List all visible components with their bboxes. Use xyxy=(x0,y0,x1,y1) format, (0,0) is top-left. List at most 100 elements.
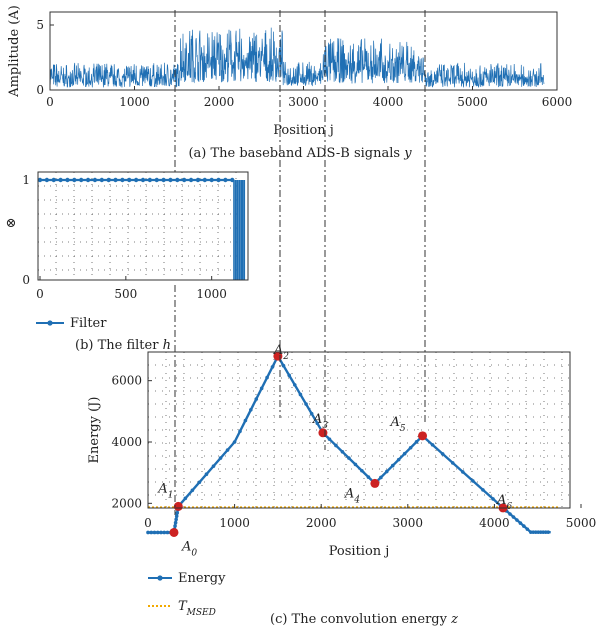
filter-marker xyxy=(72,177,77,183)
energy-marker xyxy=(460,470,465,474)
y-tick-label: 1 xyxy=(22,173,30,187)
caption-a: (a) The baseband ADS-B signals y xyxy=(188,146,412,161)
filter-marker xyxy=(223,177,228,183)
legend-marker xyxy=(157,575,163,581)
x-tick-label: 1000 xyxy=(119,95,150,109)
filter-marker xyxy=(92,177,98,183)
caption-a-var: y xyxy=(403,146,412,161)
filter-marker xyxy=(120,177,125,183)
energy-marker xyxy=(146,530,150,535)
energy-marker xyxy=(175,511,180,515)
energy-marker xyxy=(531,530,536,534)
energy-marker xyxy=(152,530,157,535)
energy-marker xyxy=(197,480,202,485)
energy-marker xyxy=(347,456,351,460)
energy-marker xyxy=(298,392,303,397)
energy-marker xyxy=(265,375,269,380)
energy-marker xyxy=(440,452,445,456)
y-tick-label: 6000 xyxy=(111,374,142,388)
energy-marker xyxy=(211,464,216,468)
y-tick-label: 4000 xyxy=(111,435,142,449)
filter-marker xyxy=(216,177,221,183)
energy-marker xyxy=(334,443,338,448)
alignment-lines xyxy=(174,10,426,515)
x-axis-label: Position j xyxy=(273,123,334,138)
signal-panel: 0 1000 2000 3000 4000 5000 6000 0 5 Position j Amp… xyxy=(7,5,572,161)
energy-marker xyxy=(190,488,195,493)
caption-b: (b) The filter h xyxy=(75,338,171,353)
y-axis-label: ⊗ xyxy=(6,216,17,231)
x-tick-label: 4000 xyxy=(373,95,404,109)
filter-panel: 0 500 1000 0 1 ⊗ Filter (b) The filter h xyxy=(6,171,249,353)
energy-marker xyxy=(366,475,371,479)
point-label: A4 xyxy=(344,486,360,505)
y-tick-label: 2000 xyxy=(111,496,142,510)
x-axis-label: Position j xyxy=(329,544,390,559)
x-tick-label: 0 xyxy=(144,516,152,530)
energy-marker xyxy=(408,445,413,450)
filter-marker xyxy=(209,177,214,183)
energy-marker xyxy=(528,530,533,534)
energy-marker xyxy=(183,496,188,501)
energy-marker xyxy=(491,497,495,501)
energy-marker xyxy=(481,488,485,492)
plot-frame xyxy=(37,171,249,281)
y-tick-label: 0 xyxy=(22,273,30,287)
energy-marker xyxy=(155,530,160,535)
energy-marker xyxy=(538,530,543,534)
y-tick-label: 5 xyxy=(36,18,44,32)
x-tick-label: 5000 xyxy=(566,516,597,530)
energy-marker xyxy=(522,524,526,528)
energy-marker xyxy=(390,463,395,468)
energy-panel: A0A1A2A3A4A5A601000200030004000500020004… xyxy=(87,343,596,627)
point-label-subscript: 1 xyxy=(168,490,174,500)
energy-marker xyxy=(471,479,475,483)
energy-marker xyxy=(384,469,389,474)
energy-marker xyxy=(543,530,548,534)
energy-marker xyxy=(270,365,275,369)
energy-marker xyxy=(525,527,530,531)
filter-marker xyxy=(99,177,105,183)
filter-marker xyxy=(133,177,139,183)
energy-marker xyxy=(379,475,383,480)
energy-marker xyxy=(232,440,237,444)
point-label-subscript: 4 xyxy=(353,495,360,505)
point-label-subscript: 6 xyxy=(506,502,512,512)
key-point xyxy=(173,501,183,511)
energy-marker xyxy=(536,530,541,534)
legend-marker xyxy=(47,320,53,326)
x-tick-label: 1000 xyxy=(196,287,227,301)
energy-marker xyxy=(511,515,516,519)
filter-marker xyxy=(140,177,146,183)
x-tick-label: 2000 xyxy=(306,516,337,530)
filter-marker xyxy=(85,177,91,183)
energy-marker xyxy=(259,386,264,391)
energy-marker xyxy=(541,530,546,534)
energy-marker xyxy=(414,440,419,444)
energy-marker xyxy=(254,397,259,401)
key-point xyxy=(370,478,380,488)
energy-marker xyxy=(515,518,519,522)
x-tick-label: 5000 xyxy=(457,95,488,109)
energy-marker xyxy=(340,449,345,454)
filter-marker xyxy=(168,177,173,183)
key-point xyxy=(169,527,179,537)
legend-label: Energy xyxy=(178,571,226,586)
energy-marker xyxy=(292,383,297,387)
energy-marker xyxy=(508,512,512,516)
x-tick-label: 3000 xyxy=(288,95,319,109)
y-axis-label: Amplitude (A) xyxy=(7,5,22,98)
caption-c: (c) The convolution energy z xyxy=(270,612,458,627)
energy-marker xyxy=(204,472,209,477)
caption-c-var: z xyxy=(450,612,458,627)
x-tick-label: 500 xyxy=(114,287,137,301)
energy-marker xyxy=(353,462,358,467)
filter-marker xyxy=(147,177,153,183)
filter-marker xyxy=(65,177,70,183)
energy-marker xyxy=(238,429,242,434)
y-axis-label: Energy (J) xyxy=(87,397,102,464)
filter-marker xyxy=(37,177,43,183)
energy-marker xyxy=(287,373,291,378)
energy-marker xyxy=(173,520,178,525)
